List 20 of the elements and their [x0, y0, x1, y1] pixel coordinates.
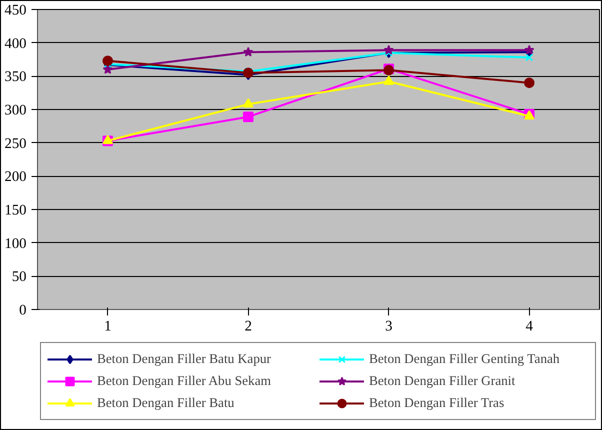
- legend-label: Beton Dengan Filler Genting Tanah: [369, 351, 561, 367]
- y-tick-label: 250: [4, 136, 26, 152]
- x-tick-label: 1: [104, 318, 112, 334]
- y-tick-label: 100: [4, 236, 26, 252]
- legend-label: Beton Dengan Filler Batu: [97, 395, 236, 411]
- y-tick-label: 150: [4, 202, 26, 218]
- y-tick-label: 450: [4, 2, 26, 18]
- y-tick-label: 350: [4, 69, 26, 86]
- legend-label: Beton Dengan Filler Tras: [369, 395, 506, 411]
- legend-label: Beton Dengan Filler Batu Kapur: [97, 351, 272, 367]
- y-tick-label: 50: [12, 269, 26, 286]
- x-tick-label: 4: [526, 318, 534, 334]
- x-tick-label: 3: [385, 318, 392, 334]
- y-tick-label: 200: [4, 169, 26, 186]
- y-tick-label: 0: [19, 302, 26, 318]
- x-tick-label: 2: [244, 318, 252, 334]
- y-tick-label: 400: [4, 36, 26, 52]
- legend-label: Beton Dengan Filler Abu Sekam: [97, 373, 272, 389]
- y-tick-label: 300: [4, 102, 26, 118]
- legend-label: Beton Dengan Filler Granit: [369, 373, 516, 389]
